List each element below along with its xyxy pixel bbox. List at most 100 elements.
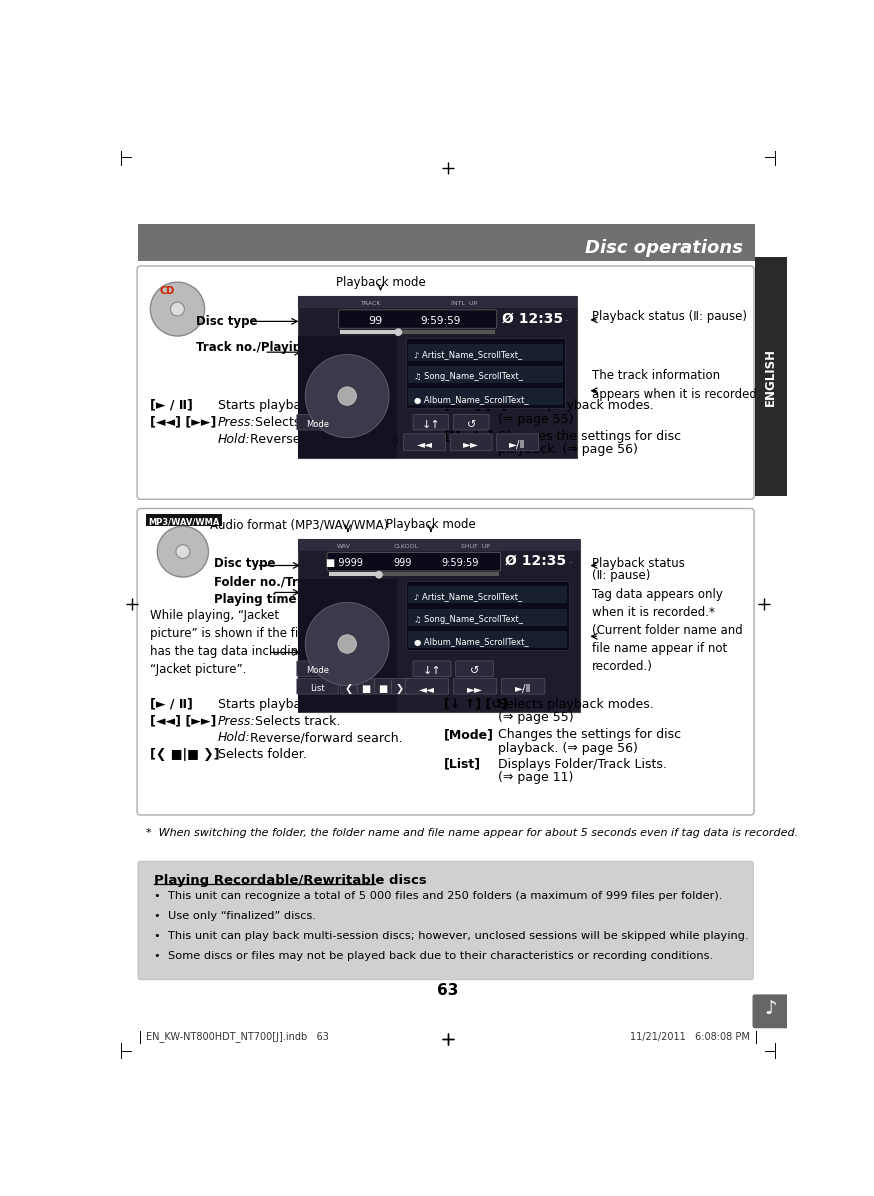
Circle shape xyxy=(176,544,190,559)
Text: [Mode]: [Mode] xyxy=(444,728,494,742)
Text: WAV: WAV xyxy=(337,544,351,549)
Text: Tag data appears only
when it is recorded.*
(Current folder name and
file name a: Tag data appears only when it is recorde… xyxy=(592,588,743,673)
Text: [List]: [List] xyxy=(444,757,482,770)
FancyBboxPatch shape xyxy=(297,336,397,458)
Text: ■ 9999: ■ 9999 xyxy=(326,559,363,568)
Text: ►/Ⅱ: ►/Ⅱ xyxy=(510,440,526,450)
Text: ■: ■ xyxy=(378,684,387,694)
Text: ↺: ↺ xyxy=(469,666,479,676)
FancyBboxPatch shape xyxy=(297,579,397,712)
Text: (⇒ page 55): (⇒ page 55) xyxy=(498,413,574,426)
Text: 999: 999 xyxy=(393,559,412,568)
FancyBboxPatch shape xyxy=(408,343,563,361)
Text: ■: ■ xyxy=(361,684,371,694)
Text: *  When switching the folder, the folder name and file name appear for about 5 s: * When switching the folder, the folder … xyxy=(147,828,799,837)
Text: •  This unit can recognize a total of 5 000 files and 250 folders (a maximum of : • This unit can recognize a total of 5 0… xyxy=(154,891,723,901)
Text: ↓↑: ↓↑ xyxy=(422,666,441,676)
FancyBboxPatch shape xyxy=(138,861,753,980)
FancyBboxPatch shape xyxy=(329,573,379,576)
Circle shape xyxy=(157,526,209,576)
Text: 63: 63 xyxy=(437,983,459,997)
Text: INTL  UP: INTL UP xyxy=(451,301,477,306)
FancyBboxPatch shape xyxy=(329,573,499,576)
Text: 9:59:59: 9:59:59 xyxy=(441,559,479,568)
FancyBboxPatch shape xyxy=(297,295,577,458)
FancyBboxPatch shape xyxy=(340,330,496,334)
Text: Mode: Mode xyxy=(306,666,329,676)
Text: Changes the settings for disc: Changes the settings for disc xyxy=(498,728,682,742)
FancyBboxPatch shape xyxy=(406,678,448,694)
FancyBboxPatch shape xyxy=(496,434,538,451)
Text: Ø 12:35: Ø 12:35 xyxy=(502,311,563,325)
Text: ENGLISH: ENGLISH xyxy=(764,348,777,405)
Text: Starts playback/pauses.: Starts playback/pauses. xyxy=(218,398,368,411)
Text: EN_KW-NT800HDT_NT700[J].indb   63: EN_KW-NT800HDT_NT700[J].indb 63 xyxy=(147,1031,329,1042)
FancyBboxPatch shape xyxy=(413,415,448,429)
Text: ►/Ⅱ: ►/Ⅱ xyxy=(515,684,531,694)
FancyBboxPatch shape xyxy=(408,366,563,383)
Text: Playback status: Playback status xyxy=(592,556,685,569)
Text: Displays Folder/Track Lists.: Displays Folder/Track Lists. xyxy=(498,757,667,770)
FancyBboxPatch shape xyxy=(408,631,566,648)
FancyBboxPatch shape xyxy=(404,434,446,451)
Text: ..: .. xyxy=(568,556,573,566)
Text: MP3/WAV/WMA: MP3/WAV/WMA xyxy=(149,517,220,526)
FancyBboxPatch shape xyxy=(392,678,408,694)
Text: Selects playback modes.: Selects playback modes. xyxy=(498,697,654,710)
FancyBboxPatch shape xyxy=(297,678,338,694)
FancyBboxPatch shape xyxy=(138,225,755,262)
FancyBboxPatch shape xyxy=(413,661,451,677)
Text: ↓↑: ↓↑ xyxy=(421,420,440,429)
FancyBboxPatch shape xyxy=(327,553,501,570)
Text: Audio format (MP3/WAV/WMA): Audio format (MP3/WAV/WMA) xyxy=(210,518,388,531)
FancyBboxPatch shape xyxy=(755,257,787,496)
Text: ♫ Song_Name_ScrollText_: ♫ Song_Name_ScrollText_ xyxy=(413,372,523,382)
FancyBboxPatch shape xyxy=(338,310,496,329)
FancyBboxPatch shape xyxy=(450,434,492,451)
Text: ♪ Artist_Name_ScrollText_: ♪ Artist_Name_ScrollText_ xyxy=(413,592,522,602)
Text: Press:: Press: xyxy=(218,714,255,727)
Text: The track information
appears when it is recorded.: The track information appears when it is… xyxy=(592,368,760,401)
Text: (Ⅱ: pause): (Ⅱ: pause) xyxy=(592,569,650,582)
Text: Selects track.: Selects track. xyxy=(251,416,341,428)
Text: SHUF  UP: SHUF UP xyxy=(461,544,490,549)
Circle shape xyxy=(170,303,184,316)
Text: Selects track.: Selects track. xyxy=(251,714,341,727)
Text: Changes the settings for disc: Changes the settings for disc xyxy=(498,429,682,443)
Text: •  Use only “finalized” discs.: • Use only “finalized” discs. xyxy=(154,911,316,921)
Text: Playback mode: Playback mode xyxy=(386,518,475,531)
FancyBboxPatch shape xyxy=(408,389,563,405)
FancyBboxPatch shape xyxy=(454,415,489,429)
Text: Starts playback/pauses.: Starts playback/pauses. xyxy=(218,697,368,710)
Text: Reverse/forward search.: Reverse/forward search. xyxy=(246,433,403,446)
Text: 9:59:59: 9:59:59 xyxy=(420,316,461,325)
Text: [↓ ↑] [↺]: [↓ ↑] [↺] xyxy=(444,697,508,710)
Text: ►►: ►► xyxy=(463,440,479,450)
Text: Selects folder.: Selects folder. xyxy=(218,749,307,762)
FancyBboxPatch shape xyxy=(340,678,357,694)
Text: [► / Ⅱ]: [► / Ⅱ] xyxy=(150,398,193,411)
Text: (⇒ page 55): (⇒ page 55) xyxy=(498,712,574,725)
FancyBboxPatch shape xyxy=(147,514,222,526)
FancyBboxPatch shape xyxy=(406,581,569,651)
FancyBboxPatch shape xyxy=(406,338,565,408)
Text: TRACK: TRACK xyxy=(361,301,381,306)
Text: playback. (⇒ page 56): playback. (⇒ page 56) xyxy=(498,743,638,755)
Text: ♫ Song_Name_ScrollText_: ♫ Song_Name_ScrollText_ xyxy=(413,615,523,624)
Circle shape xyxy=(338,635,357,653)
Text: List: List xyxy=(310,684,325,694)
Text: Playback mode: Playback mode xyxy=(336,276,426,289)
FancyBboxPatch shape xyxy=(137,266,754,499)
Text: Playback status (Ⅱ: pause): Playback status (Ⅱ: pause) xyxy=(592,310,747,323)
Text: Disc operations: Disc operations xyxy=(586,239,743,257)
Circle shape xyxy=(338,386,357,405)
Text: [◄◄] [►►]: [◄◄] [►►] xyxy=(150,416,217,428)
FancyBboxPatch shape xyxy=(137,508,754,814)
Text: Hold:: Hold: xyxy=(218,433,250,446)
FancyBboxPatch shape xyxy=(408,609,566,626)
Circle shape xyxy=(394,329,402,336)
Text: ↺: ↺ xyxy=(467,420,475,429)
Text: Disc type: Disc type xyxy=(196,315,258,328)
Text: Ø 12:35: Ø 12:35 xyxy=(505,554,566,568)
Text: Mode: Mode xyxy=(306,420,329,429)
